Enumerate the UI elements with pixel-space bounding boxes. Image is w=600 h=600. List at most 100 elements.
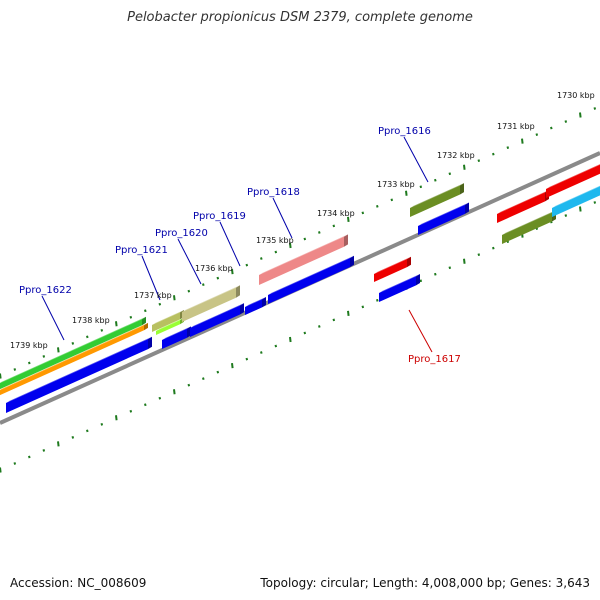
tick-mark <box>347 216 350 223</box>
gene-bar-red-1617 <box>374 256 411 282</box>
gene-bar-blue-1616 <box>418 202 469 235</box>
gene-features <box>0 164 600 413</box>
tick-mark <box>289 336 292 343</box>
gene-bar-orange <box>0 322 148 396</box>
tick-mark <box>100 422 104 426</box>
tick-mark <box>245 357 249 361</box>
gene-bar-red-b <box>546 164 600 198</box>
gene-bar-green <box>0 316 146 390</box>
kbp-label: 1737 kbp <box>134 291 172 300</box>
kbp-label: 1732 kbp <box>437 151 475 160</box>
kbp-label: 1735 kbp <box>256 236 294 245</box>
tick-mark <box>434 272 437 276</box>
kbp-label: 1733 kbp <box>377 180 415 189</box>
tick-mark <box>158 396 162 400</box>
tick-mark <box>376 298 379 302</box>
tick-mark <box>535 133 539 136</box>
tick-mark <box>463 164 466 170</box>
topology-summary: Topology: circular; Length: 4,008,000 bp… <box>260 576 590 590</box>
gene-bar-khaki <box>182 285 240 322</box>
tick-mark <box>216 276 220 280</box>
tick-mark <box>13 462 17 465</box>
tick-mark <box>419 185 423 189</box>
leader-line <box>41 295 65 341</box>
gene-label-ppro-1621[interactable]: Ppro_1621 <box>115 245 168 256</box>
tick-mark <box>274 344 278 348</box>
tick-mark <box>289 242 292 249</box>
tick-mark <box>274 250 278 254</box>
gene-label-ppro-1622[interactable]: Ppro_1622 <box>19 285 72 296</box>
tick-mark <box>231 268 234 275</box>
gene-bar-blue-1620 <box>190 303 244 337</box>
tick-mark <box>521 138 524 144</box>
tick-mark <box>260 351 263 354</box>
kbp-label: 1730 kbp <box>557 91 595 100</box>
gene-label-ppro-1619[interactable]: Ppro_1619 <box>193 211 246 222</box>
tick-mark <box>579 112 582 118</box>
tick-mark <box>303 237 307 241</box>
tick-mark <box>42 355 46 358</box>
leader-line <box>141 255 161 301</box>
gene-bar-cyan <box>552 185 600 217</box>
map-title: Pelobacter propionicus DSM 2379, complet… <box>127 10 473 25</box>
tick-mark <box>434 178 437 182</box>
tick-mark <box>405 190 408 196</box>
tick-mark <box>303 331 307 335</box>
tick-mark <box>318 231 321 234</box>
tick-mark <box>260 257 263 260</box>
tick-mark <box>492 152 495 156</box>
tick-mark <box>158 302 162 306</box>
tick-mark <box>0 467 2 473</box>
tick-mark <box>173 295 176 301</box>
tick-mark <box>332 318 336 322</box>
tick-mark <box>86 335 89 339</box>
tick-mark <box>57 441 60 447</box>
kbp-label: 1734 kbp <box>317 209 355 218</box>
tick-mark <box>550 126 553 130</box>
tick-mark <box>390 198 394 202</box>
tick-mark <box>593 107 597 110</box>
tick-mark <box>448 266 452 270</box>
gene-bar-blue-1619 <box>245 296 266 315</box>
tick-mark <box>28 361 31 365</box>
tick-mark <box>42 449 46 452</box>
kbp-label: 1736 kbp <box>195 264 233 273</box>
tick-mark <box>100 328 104 332</box>
tick-mark <box>173 389 176 395</box>
accession-text: Accession: NC_008609 <box>10 576 147 590</box>
tick-mark <box>448 172 452 176</box>
tick-mark <box>86 429 89 433</box>
tick-mark <box>71 436 75 439</box>
tick-mark <box>347 310 350 317</box>
gene-bar-olive-1616 <box>410 183 464 217</box>
tick-mark <box>463 258 466 264</box>
kbp-label: 1738 kbp <box>72 316 110 325</box>
tick-mark <box>202 377 205 381</box>
outer-tick-row <box>0 107 597 379</box>
tick-mark <box>477 159 481 163</box>
tick-mark <box>419 279 423 283</box>
tick-mark <box>231 362 234 369</box>
gene-bar-blue-1617b <box>379 273 420 302</box>
tick-mark <box>361 305 365 309</box>
gene-bar-pink <box>259 234 348 285</box>
tick-mark <box>28 455 31 459</box>
tick-mark <box>564 120 568 123</box>
leader-line <box>177 238 202 285</box>
tick-mark <box>477 253 481 257</box>
tick-mark <box>202 283 205 287</box>
tick-mark <box>332 224 336 228</box>
gene-label-ppro-1617[interactable]: Ppro_1617 <box>408 354 461 365</box>
leader-line <box>219 221 241 267</box>
tick-mark <box>129 409 133 413</box>
kbp-label: 1739 kbp <box>10 341 48 350</box>
gene-label-ppro-1616[interactable]: Ppro_1616 <box>378 126 431 137</box>
tick-mark <box>593 201 597 204</box>
tick-mark <box>376 204 379 208</box>
gene-label-ppro-1618[interactable]: Ppro_1618 <box>247 187 300 198</box>
tick-mark <box>187 289 191 293</box>
gene-label-ppro-1620[interactable]: Ppro_1620 <box>155 228 208 239</box>
gene-bar-blue-1622 <box>6 336 152 413</box>
leader-line <box>272 197 293 239</box>
tick-mark <box>564 214 568 217</box>
